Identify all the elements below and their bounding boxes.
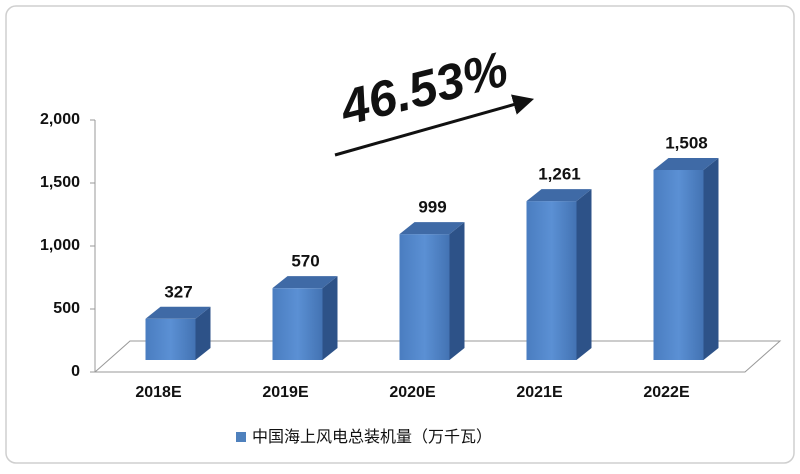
bar-side xyxy=(195,306,211,360)
y-tick-label: 1,500 xyxy=(40,174,80,191)
x-tick-label: 2018E xyxy=(135,384,182,401)
x-tick-label: 2021E xyxy=(516,384,563,401)
y-tick-label: 2,000 xyxy=(40,111,80,128)
bar-side xyxy=(449,222,465,360)
bar-top xyxy=(272,276,338,289)
bar-side xyxy=(703,157,719,360)
x-tick-label: 2022E xyxy=(643,384,690,401)
x-tick-label: 2020E xyxy=(389,384,436,401)
legend-label: 中国海上风电总装机量（万千瓦） xyxy=(252,428,492,446)
value-label: 999 xyxy=(418,198,446,217)
bar-side xyxy=(322,276,338,360)
value-label: 327 xyxy=(164,282,192,301)
y-tick-label: 1,000 xyxy=(40,237,80,254)
value-label: 570 xyxy=(291,252,319,271)
value-label: 1,261 xyxy=(538,165,581,184)
bar-top xyxy=(399,222,465,235)
x-tick-label: 2019E xyxy=(262,384,309,401)
bar-top xyxy=(653,157,719,170)
bar xyxy=(145,318,196,360)
y-tick-label: 500 xyxy=(53,300,80,317)
y-tick-label: 0 xyxy=(71,363,80,380)
bar xyxy=(653,169,704,360)
bar-side xyxy=(576,189,592,360)
bar-top xyxy=(526,189,592,202)
bar xyxy=(526,201,577,360)
bar xyxy=(399,234,450,360)
bar xyxy=(272,288,323,360)
value-label: 1,508 xyxy=(665,133,708,152)
bar-top xyxy=(145,306,211,319)
growth-arrow xyxy=(334,94,535,157)
legend-swatch xyxy=(236,432,246,442)
